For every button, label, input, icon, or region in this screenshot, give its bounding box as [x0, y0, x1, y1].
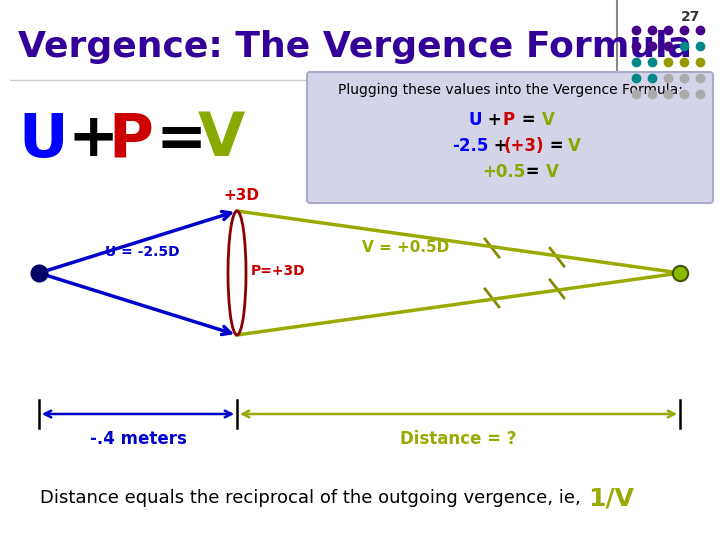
Text: P: P	[108, 111, 153, 170]
Text: V: V	[568, 137, 581, 155]
Text: V: V	[198, 111, 246, 170]
Text: U: U	[18, 111, 68, 170]
Text: 27: 27	[680, 10, 700, 24]
Text: +3D: +3D	[223, 188, 259, 203]
Text: +: +	[482, 111, 508, 129]
Text: P: P	[502, 111, 514, 129]
FancyBboxPatch shape	[307, 72, 713, 203]
Text: V: V	[546, 163, 559, 181]
Text: Vergence: The Vergence Formula: Vergence: The Vergence Formula	[18, 30, 692, 64]
Text: Distance = ?: Distance = ?	[400, 430, 517, 448]
Text: 1/V: 1/V	[588, 486, 634, 510]
Text: +: +	[488, 137, 513, 155]
Text: U: U	[468, 111, 482, 129]
Text: P=+3D: P=+3D	[251, 264, 305, 278]
Text: =: =	[516, 111, 541, 129]
Text: Plugging these values into the Vergence Formula:: Plugging these values into the Vergence …	[338, 83, 683, 97]
Text: =: =	[155, 111, 206, 170]
Text: U = -2.5D: U = -2.5D	[104, 245, 179, 259]
Text: -.4 meters: -.4 meters	[89, 430, 186, 448]
Text: +0.5: +0.5	[482, 163, 526, 181]
Text: +: +	[68, 111, 120, 170]
Text: Distance equals the reciprocal of the outgoing vergence, ie,: Distance equals the reciprocal of the ou…	[40, 489, 581, 507]
Text: =: =	[544, 137, 570, 155]
Text: V: V	[542, 111, 555, 129]
Text: (+3): (+3)	[504, 137, 544, 155]
Text: =: =	[520, 163, 545, 181]
Text: -2.5: -2.5	[452, 137, 488, 155]
Text: V = +0.5D: V = +0.5D	[361, 240, 449, 255]
